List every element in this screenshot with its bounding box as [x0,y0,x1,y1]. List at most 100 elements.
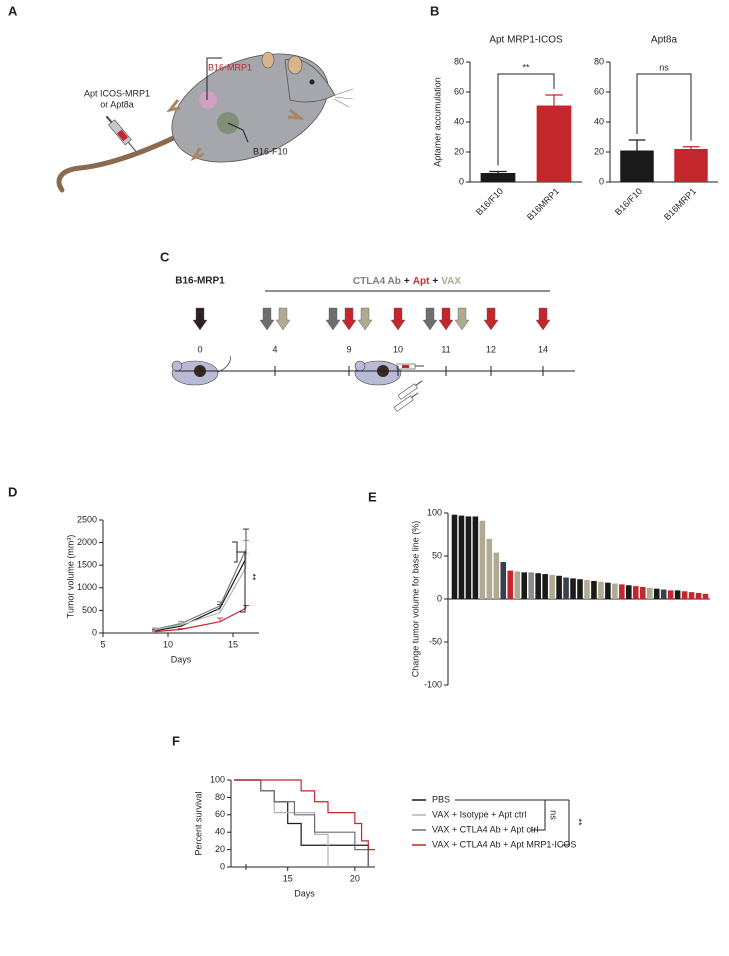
bar [479,520,486,599]
bar [542,574,548,599]
bar [605,582,611,599]
treatment-arrow [438,307,454,331]
y-tick-label: 1000 [77,582,97,592]
bar [639,586,646,599]
error-bar [152,628,158,630]
panel-label: B [430,3,439,18]
bar [660,589,667,599]
error-bar [217,617,223,622]
treatment-arrow [483,307,499,331]
x-tick-label: 5 [100,639,105,649]
y-tick-label: 80 [594,56,604,66]
error-bar [682,146,700,149]
x-axis-label: Days [294,888,315,898]
treatment-arrow [192,307,208,331]
y-tick-label: 0 [92,627,97,637]
y-axis-label: Aptamer accumulation [432,77,442,167]
injection-label: Apt ICOS-MRP1 [84,88,150,98]
treatment-arrow [535,307,551,331]
y-tick-label: 40 [594,116,604,126]
tumor-label: B16-MRP1 [208,62,252,72]
y-tick-label: 20 [594,146,604,156]
x-tick-label: B16/F10 [474,186,505,217]
treatment-arrow [275,307,291,331]
error-bar [217,601,223,606]
bar [620,150,654,182]
treatment-part: Apt [413,276,430,287]
bar [486,538,493,599]
bar [556,575,562,599]
y-tick-label: 1500 [77,560,97,570]
error-bar [243,553,249,568]
day-label: 11 [441,344,450,354]
x-tick-label: 20 [350,873,360,883]
treatment-arrow [390,307,406,331]
y-tick-label: 2500 [77,514,97,524]
day-label: 14 [538,344,548,354]
series-line [154,549,247,630]
y-tick-label: 80 [215,792,225,802]
timeline-title: B16-MRP1 [175,276,225,287]
bar [521,572,528,599]
day-label: 10 [393,344,403,354]
bar [570,578,576,599]
treatment-arrow [357,307,373,331]
y-tick-label: 60 [454,86,464,96]
y-tick-label: 40 [215,827,225,837]
day-label: 4 [272,344,277,354]
survival-curve [234,779,329,867]
bar [667,590,674,599]
y-tick-label: 40 [454,116,464,126]
chart-title: Apt MRP1-ICOS [489,35,563,46]
error-bar [489,170,507,173]
treatment-part: VAX [441,276,461,287]
bar [563,577,569,599]
significance-label: ** [248,573,258,581]
treatment-arrow [341,307,357,331]
y-axis-label: Percent survival [193,791,203,855]
x-tick-label: B16/F10 [613,186,644,217]
bar [507,570,514,599]
bar [646,587,653,599]
treatment-arrow [325,307,341,331]
bar [549,574,555,599]
bar [674,590,681,599]
y-tick-label: 100 [210,774,225,784]
y-tick-label: 20 [215,844,225,854]
error-bar [243,605,249,609]
panel-label: F [172,733,180,748]
treatment-header: CTLA4 Ab + Apt + VAX [353,276,461,287]
bar [626,585,632,599]
significance-label: ns [549,810,559,820]
significance-label: ns [659,62,669,72]
legend-label: VAX + Isotype + Apt ctrl [432,809,526,819]
bar [472,516,479,599]
error-bar [545,94,563,106]
bar [577,579,583,599]
day-label: 12 [486,344,496,354]
x-tick-label: 10 [163,639,173,649]
error-bar [178,628,184,630]
bar [702,593,709,599]
error-bar [217,609,223,613]
y-tick-label: 20 [454,146,464,156]
legend-label: PBS [432,794,450,804]
x-tick-label: 15 [283,873,293,883]
y-tick-label: -100 [424,679,442,689]
y-tick-label: 500 [82,605,97,615]
y-tick-label: 0 [220,861,225,871]
bar [480,173,516,182]
bar [493,552,500,599]
bar [612,583,618,599]
y-axis-label: Change tumor volume for base line (%) [410,521,420,678]
bar [528,572,534,599]
bar [653,588,660,599]
bar [598,581,604,599]
day-label: 9 [346,344,351,354]
bar [591,580,597,599]
legend-label: VAX + CTLA4 Ab + Apt ctrl [432,824,538,834]
y-tick-label: 60 [215,809,225,819]
bar [458,515,465,599]
bar [514,571,521,599]
bar [584,580,590,599]
